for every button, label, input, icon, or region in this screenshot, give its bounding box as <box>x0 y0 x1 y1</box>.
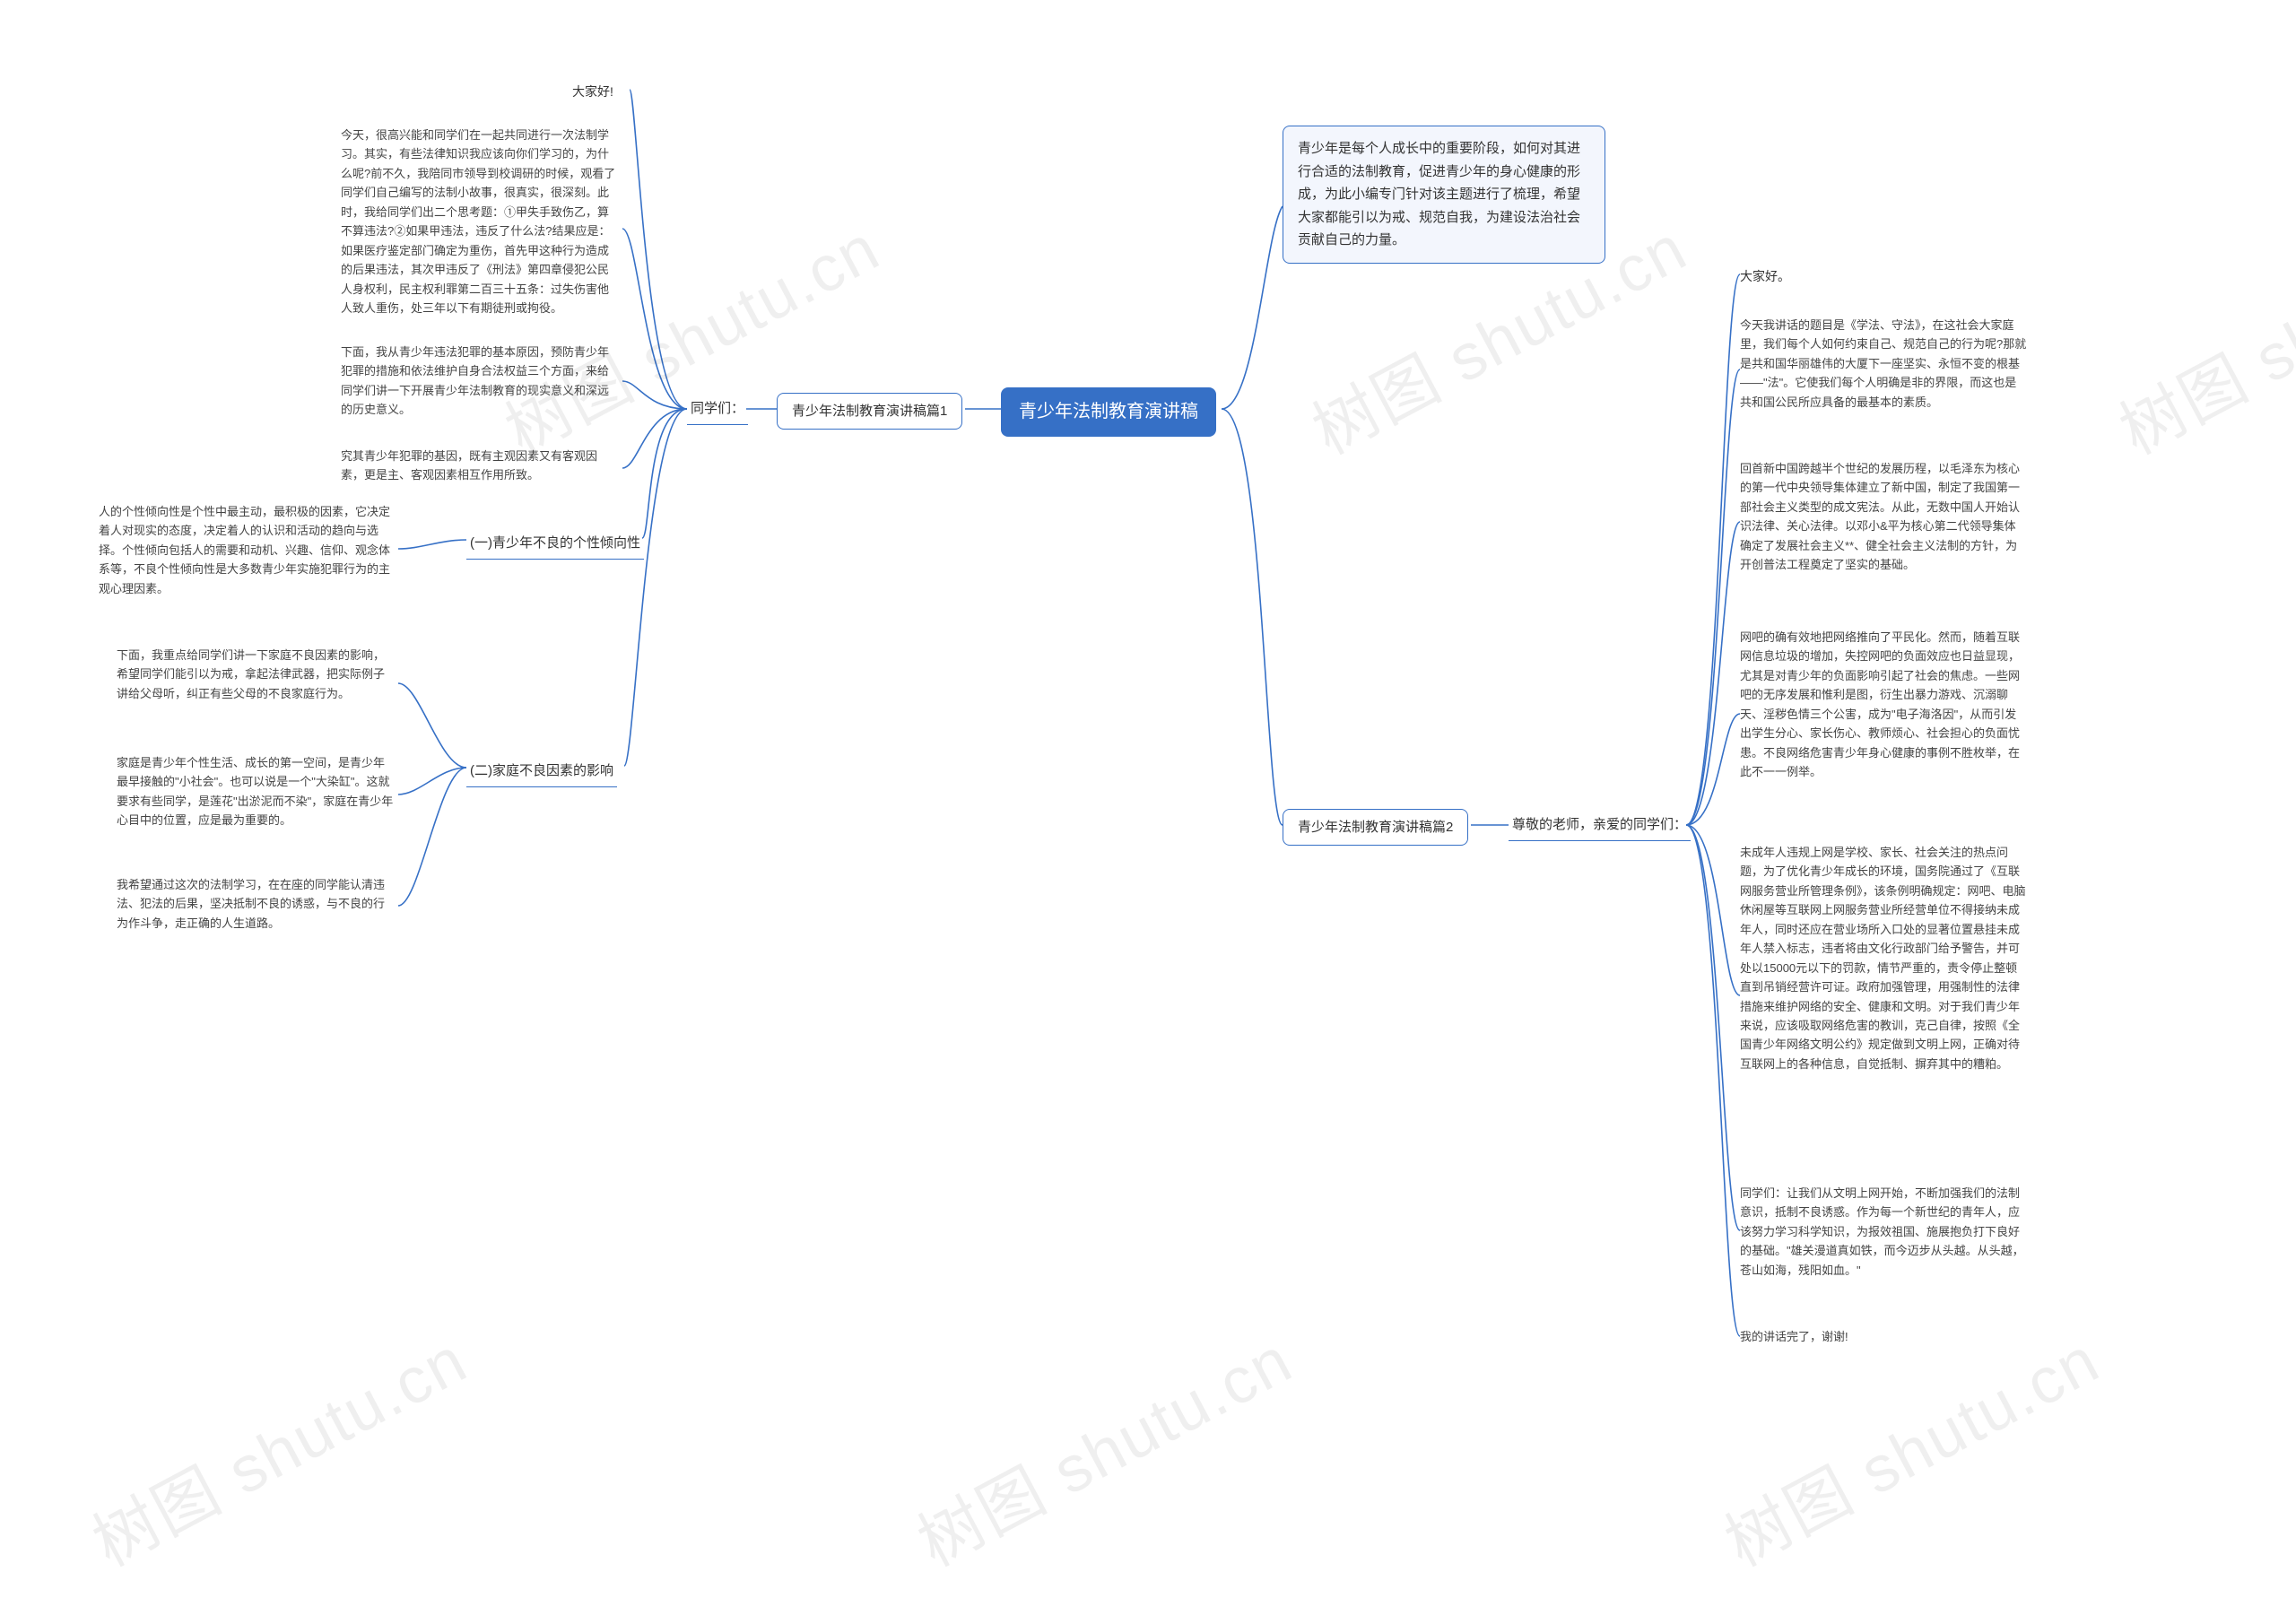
branch1-para-2: 下面，我从青少年违法犯罪的基本原因，预防青少年犯罪的措施和依法维护自身合法权益三… <box>341 343 619 420</box>
branch1-sec2-leaf-a: 下面，我重点给同学们讲一下家庭不良因素的影响，希望同学们能引以为戒，拿起法律武器… <box>117 646 395 703</box>
edge <box>1686 825 1740 995</box>
branch1-sec1-label: (一)青少年不良的个性倾向性 <box>466 529 644 560</box>
intro-box: 青少年是每个人成长中的重要阶段，如何对其进行合适的法制教育，促进青少年的身心健康… <box>1283 126 1605 264</box>
edge <box>642 409 687 538</box>
branch1-node: 青少年法制教育演讲稿篇1 <box>777 393 962 430</box>
branch2-para-6: 我的讲话完了，谢谢! <box>1740 1327 2027 1346</box>
edge <box>398 768 466 795</box>
edge <box>624 409 687 766</box>
edge <box>1686 825 1740 1230</box>
edge <box>398 768 466 906</box>
branch2-para-4: 未成年人违规上网是学校、家长、社会关注的热点问题，为了优化青少年成长的环境，国务… <box>1740 843 2027 1073</box>
branch2-para-1: 今天我讲话的题目是《学法、守法》，在这社会大家庭里，我们每个人如何约束自己、规范… <box>1740 316 2027 412</box>
branch1-sec2-leaf-c: 我希望通过这次的法制学习，在在座的同学能认清违法、犯法的后果，坚决抵制不良的诱惑… <box>117 875 395 933</box>
edge <box>1686 825 1740 1336</box>
branch2-sub: 尊敬的老师，亲爱的同学们： <box>1509 811 1691 841</box>
branch2-para-2: 回首新中国跨越半个世纪的发展历程，以毛泽东为核心的第一代中央领导集体建立了新中国… <box>1740 459 2027 575</box>
edge <box>1222 409 1283 825</box>
branch2-para-5: 同学们：让我们从文明上网开始，不断加强我们的法制意识，抵制不良诱惑。作为每一个新… <box>1740 1184 2027 1280</box>
branch1-sec2-leaf-b: 家庭是青少年个性生活、成长的第一空间，是青少年最早接触的"小社会"。也可以说是一… <box>117 753 395 830</box>
branch1-para-1: 今天，很高兴能和同学们在一起共同进行一次法制学习。其实，有些法律知识我应该向你们… <box>341 126 619 317</box>
edge <box>1686 369 1740 825</box>
edge <box>398 540 466 549</box>
branch1-sec1-leaf: 人的个性倾向性是个性中最主动，最积极的因素，它决定着人对现实的态度，决定着人的认… <box>99 502 395 598</box>
branch1-greeting: 大家好! <box>572 83 613 102</box>
branch1-sub: 同学们： <box>687 395 748 425</box>
center-node: 青少年法制教育演讲稿 <box>1001 387 1216 437</box>
branch2-para-3: 网吧的确有效地把网络推向了平民化。然而，随着互联网信息垃圾的增加，失控网吧的负面… <box>1740 628 2027 782</box>
edge <box>398 683 466 768</box>
edge <box>630 90 687 409</box>
branch1-sec2-label: (二)家庭不良因素的影响 <box>466 757 617 787</box>
branch1-para-3: 究其青少年犯罪的基因，既有主观因素又有客观因素，更是主、客观因素相互作用所致。 <box>341 447 619 485</box>
branch2-greeting: 大家好。 <box>1740 267 1790 287</box>
edge <box>1686 522 1740 825</box>
branch2-node: 青少年法制教育演讲稿篇2 <box>1283 809 1468 846</box>
edge <box>1222 206 1283 409</box>
